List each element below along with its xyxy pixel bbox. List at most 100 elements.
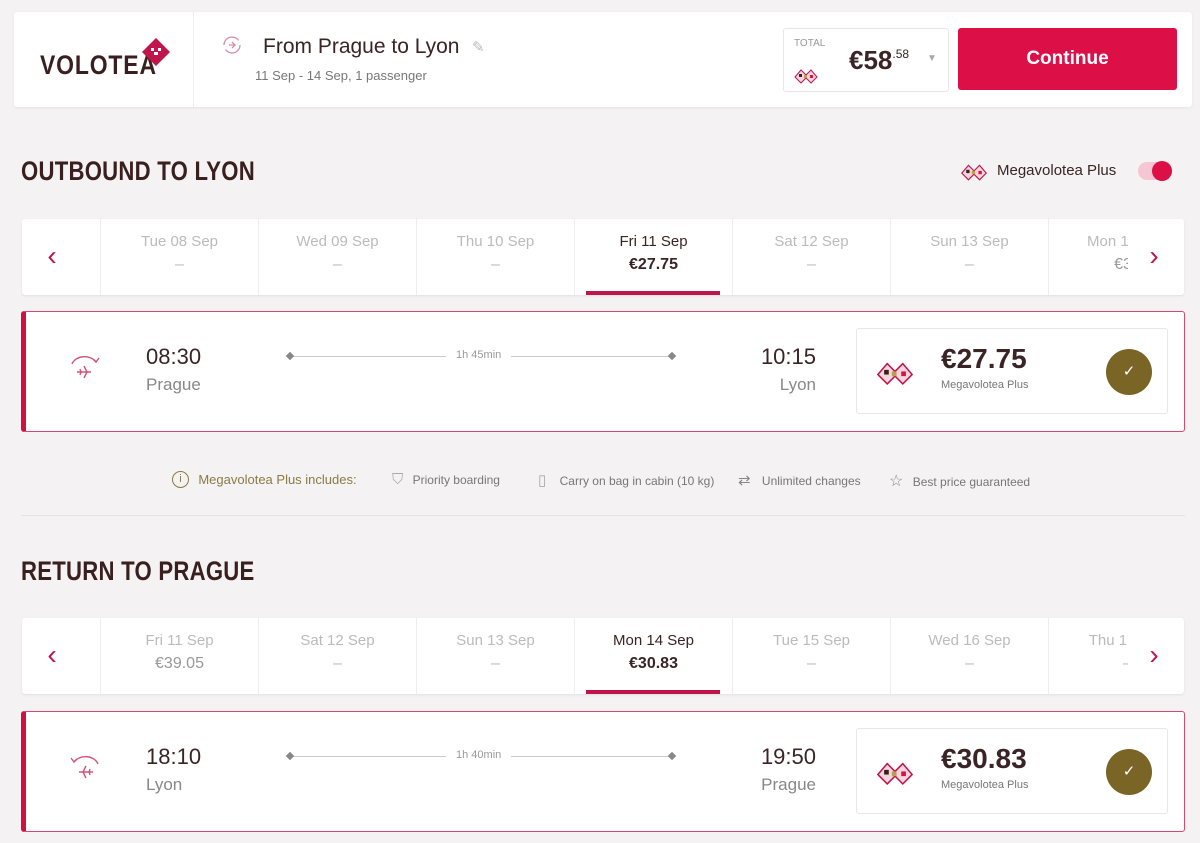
date-label: Thu 17 Sep xyxy=(1088,632,1128,649)
megavolotea-toggle-label: Megavolotea Plus xyxy=(997,162,1117,179)
date-label: Wed 09 Sep xyxy=(296,233,379,250)
next-dates-button[interactable]: › xyxy=(1149,639,1159,670)
date-label: Tue 08 Sep xyxy=(141,233,218,250)
logo[interactable]: VOLOTEA xyxy=(14,12,194,107)
date-label: Fri 11 Sep xyxy=(145,632,214,649)
total-price: €58.58 xyxy=(849,45,909,76)
date-tab[interactable]: Thu 10 Sep – xyxy=(416,219,574,295)
date-label: Tue 15 Sep xyxy=(773,632,850,649)
unlimited-changes-icon: ⇄ xyxy=(738,472,751,489)
toggle-knob xyxy=(1152,161,1172,181)
date-price: – xyxy=(491,256,500,273)
date-tab[interactable]: Sun 13 Sep – xyxy=(416,618,574,694)
date-tab[interactable]: Wed 16 Sep – xyxy=(890,618,1048,694)
arrival-time: 19:50 xyxy=(760,744,816,769)
include-item: ⛉ Priority boarding xyxy=(392,471,500,488)
carry-on-bag-icon: ▯ xyxy=(538,472,547,489)
total-price-dropdown[interactable]: TOTAL €58.58 ▼ xyxy=(783,28,949,92)
includes-row: i Megavolotea Plus includes: xyxy=(172,471,357,488)
arrival-city: Prague xyxy=(761,775,816,794)
date-label: Fri 11 Sep xyxy=(619,233,688,250)
return-title: RETURN TO PRAGUE xyxy=(21,556,255,586)
megavolotea-icon xyxy=(794,69,818,84)
date-price: €30.83 xyxy=(629,655,678,672)
fare-name: Megavolotea Plus xyxy=(941,379,1029,391)
outbound-date-strip: ‹ Tue 08 Sep – Wed 09 Sep – Thu 10 Sep – Fri 1… xyxy=(22,219,1184,295)
header-bar: VOLOTEA From Prague to Lyon ✎ 11 Sep - 1… xyxy=(14,12,1192,107)
date-tab[interactable]: Fri 11 Sep €39.05 xyxy=(100,618,258,694)
return-flight-card[interactable]: 18:10 Lyon 1h 40min 19:50 Prague €30.83 … xyxy=(21,711,1185,832)
date-tab[interactable]: Sun 13 Sep – xyxy=(890,219,1048,295)
include-item: ⇄ Unlimited changes xyxy=(738,471,861,489)
date-price: – xyxy=(175,256,184,273)
info-icon: i xyxy=(172,471,189,488)
selected-check-icon[interactable]: ✓ xyxy=(1106,749,1152,795)
date-price: – xyxy=(1049,655,1128,673)
date-price: – xyxy=(491,655,500,672)
edit-pencil-icon[interactable]: ✎ xyxy=(472,39,485,56)
section-divider xyxy=(21,515,1185,516)
date-price: – xyxy=(965,655,974,672)
date-label: Sat 12 Sep xyxy=(300,632,375,649)
return-days: Fri 11 Sep €39.05 Sat 12 Sep – Sun 13 Sep – Mo… xyxy=(100,618,1128,694)
round-trip-icon xyxy=(223,36,241,54)
date-tab[interactable]: Tue 15 Sep – xyxy=(732,618,890,694)
include-item: ☆ Best price guaranteed xyxy=(889,471,1030,491)
priority-boarding-icon: ⛉ xyxy=(392,471,404,488)
date-tab[interactable]: Mon 14 Sep €31 xyxy=(1048,219,1128,295)
total-label: TOTAL xyxy=(794,38,826,49)
fare-price: €27.75 xyxy=(941,343,1027,374)
fare-box[interactable]: €30.83 Megavolotea Plus ✓ xyxy=(856,728,1168,814)
fare-box[interactable]: €27.75 Megavolotea Plus ✓ xyxy=(856,328,1168,414)
date-price: – xyxy=(807,256,816,273)
fare-price: €30.83 xyxy=(941,743,1027,774)
date-tab[interactable]: Thu 17 Sep – xyxy=(1048,618,1128,694)
selected-check-icon[interactable]: ✓ xyxy=(1106,349,1152,395)
include-item: ▯ Carry on bag in cabin (10 kg) xyxy=(538,471,714,489)
megavolotea-icon xyxy=(961,164,987,181)
route-title: From Prague to Lyon xyxy=(263,35,460,58)
date-tab[interactable]: Sat 12 Sep – xyxy=(732,219,890,295)
star-icon: ☆ xyxy=(889,473,904,490)
arrival-city: Lyon xyxy=(779,375,816,394)
include-label: Best price guaranteed xyxy=(912,475,1031,489)
plane-icon xyxy=(71,355,100,379)
prev-dates-button[interactable]: ‹ xyxy=(47,240,57,271)
include-label: Priority boarding xyxy=(412,473,500,487)
megavolotea-toggle[interactable] xyxy=(1138,161,1172,181)
date-price: – xyxy=(965,256,974,273)
date-price: €39.05 xyxy=(155,655,204,672)
date-tab[interactable]: Wed 09 Sep – xyxy=(258,219,416,295)
date-tab[interactable]: Fri 11 Sep €27.75 xyxy=(574,219,732,295)
route-subtitle: 11 Sep - 14 Sep, 1 passenger xyxy=(255,68,427,83)
total-price-main: €58 xyxy=(849,45,893,75)
include-label: Carry on bag in cabin (10 kg) xyxy=(559,474,715,488)
departure-city: Prague xyxy=(146,375,201,394)
date-tab[interactable]: Mon 14 Sep €30.83 xyxy=(574,618,732,694)
departure-time: 08:30 xyxy=(146,344,202,369)
date-tab[interactable]: Tue 08 Sep – xyxy=(100,219,258,295)
fare-name: Megavolotea Plus xyxy=(941,779,1029,791)
date-tab[interactable]: Sat 12 Sep – xyxy=(258,618,416,694)
flight-duration: 1h 40min xyxy=(446,749,512,761)
continue-button[interactable]: Continue xyxy=(958,28,1177,90)
outbound-days: Tue 08 Sep – Wed 09 Sep – Thu 10 Sep – Fri 11 … xyxy=(100,219,1128,295)
date-label: Sat 12 Sep xyxy=(774,233,849,250)
chevron-down-icon: ▼ xyxy=(927,53,937,64)
line-endpoint xyxy=(667,751,677,761)
date-label: Sun 13 Sep xyxy=(930,233,1009,250)
outbound-flight-card[interactable]: 08:30 Prague 1h 45min 10:15 Lyon €27.75 … xyxy=(21,311,1185,432)
return-date-strip: ‹ Fri 11 Sep €39.05 Sat 12 Sep – Sun 13 Sep –… xyxy=(22,618,1184,694)
date-price: €31 xyxy=(1114,256,1128,273)
logo-text: VOLOTEA xyxy=(40,50,157,80)
line-endpoint xyxy=(285,351,295,361)
megavolotea-icon xyxy=(877,762,913,785)
date-price: – xyxy=(807,655,816,672)
date-price: – xyxy=(333,655,342,672)
date-price: – xyxy=(333,256,342,273)
megavolotea-icon xyxy=(877,362,913,385)
date-label: Thu 10 Sep xyxy=(456,233,535,250)
prev-dates-button[interactable]: ‹ xyxy=(47,639,57,670)
next-dates-button[interactable]: › xyxy=(1149,240,1159,271)
date-label: Mon 14 Sep xyxy=(613,632,694,649)
